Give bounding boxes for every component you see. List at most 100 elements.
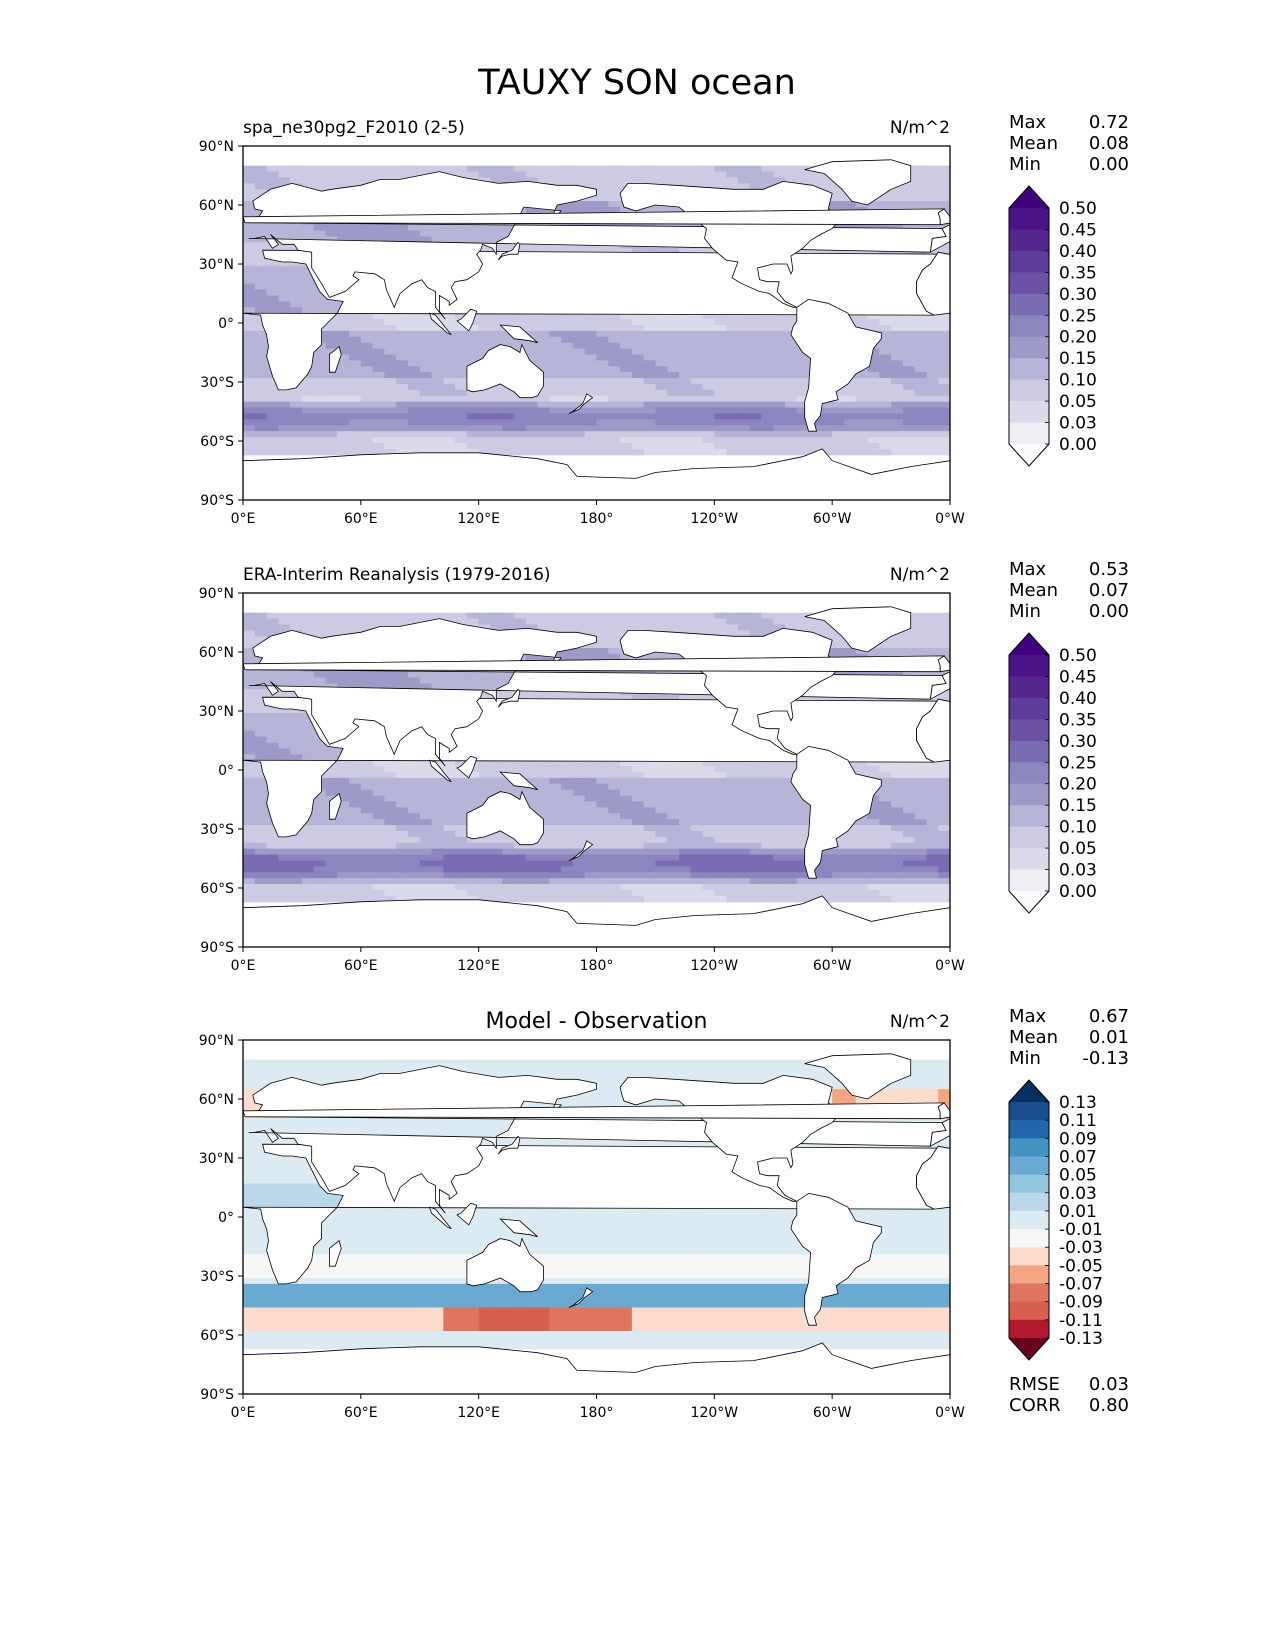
land-britain-wrap [937,655,950,673]
lon-tick-label: 60°W [813,958,852,974]
lon-tick-label: 60°E [344,958,378,974]
colorbar-bin [1009,869,1049,892]
colorbar-bin [1009,1265,1049,1285]
colorbar-tick-label: 0.15 [1059,796,1097,816]
stat-value: 0.07 [1089,580,1129,601]
panel-obs: ERA-Interim Reanalysis (1979-2016) N/m^2 9… [199,559,1129,974]
land-antarctica [243,1342,950,1394]
colorbar-tick-label: 0.00 [1059,882,1097,902]
colorbar-bin [1009,697,1049,720]
colorbar-tick-label: -0.09 [1059,1293,1103,1313]
colorbar-tick-label: 0.35 [1059,263,1097,283]
land-eurasia [246,618,947,767]
lat-tick-label: 30°N [199,704,234,720]
land-madagascar [329,792,342,820]
stat-value: 0.00 [1089,601,1129,622]
lon-tick-label: 60°W [813,1405,852,1421]
stat-label: RMSE [1009,1374,1060,1395]
colorbar-bin [1009,1283,1049,1303]
land-eurasia-wrap [929,224,950,253]
colorbar-tick-label: -0.03 [1059,1238,1103,1258]
lat-tick-label: 30°N [199,1151,234,1167]
land-australia [466,790,544,846]
colorbar-bin [1009,826,1049,849]
lon-tick-label: 0°E [231,1405,256,1421]
stat-value: -0.13 [1082,1048,1129,1069]
lon-tick-label: 180° [580,511,614,527]
land-new-guinea [499,1218,538,1238]
land-new-guinea [499,771,538,791]
colorbar-bin [1009,1174,1049,1194]
lat-tick-label: 60°S [200,881,234,897]
lon-tick-label: 120°W [691,511,739,527]
land-africa-wrap [916,251,950,316]
land-eurasia-wrap [929,671,950,700]
land-eurasia [246,171,947,320]
stat-label: Min [1009,1048,1041,1069]
lat-tick-label: 90°N [199,1033,234,1049]
land-south-america [790,1192,882,1326]
lon-tick-label: 0°W [935,1405,965,1421]
stat-label: Max [1009,1006,1047,1027]
map-area [243,1040,950,1394]
colorbar-tick-label: 0.50 [1059,646,1097,666]
lon-tick-label: 120°E [457,958,500,974]
colorbar-bin [1009,401,1049,424]
colorbar-bin [1009,783,1049,806]
lon-tick-label: 120°E [457,1405,500,1421]
colorbar-bin [1009,676,1049,699]
colorbar-extend-bottom [1009,1338,1049,1360]
colorbar-tick-label: 0.05 [1059,1166,1097,1186]
panel-units: N/m^2 [890,118,950,138]
stat-value: 0.67 [1089,1006,1129,1027]
colorbar-tick-label: -0.13 [1059,1329,1103,1349]
colorbar-tick-label: 0.30 [1059,285,1097,305]
stat-label: Mean [1009,580,1058,601]
lon-tick-label: 0°E [231,958,256,974]
lon-tick-label: 0°W [935,511,965,527]
colorbar-tick-label: -0.01 [1059,1220,1103,1240]
colorbar-bin [1009,272,1049,295]
colorbar-tick-label: 0.13 [1059,1093,1097,1113]
lat-tick-label: 30°S [200,822,234,838]
stat-value: 0.53 [1089,559,1129,580]
lon-tick-label: 180° [580,1405,614,1421]
colorbar-tick-label: 0.03 [1059,861,1097,881]
land-greenland [804,1053,912,1100]
lat-tick-label: 60°S [200,1328,234,1344]
map-area [243,593,950,947]
land-new-zealand [568,1287,594,1308]
colorbar-tick-label: 0.07 [1059,1147,1097,1167]
stat-label: Max [1009,559,1047,580]
colorbar-bin [1009,762,1049,785]
colorbar-tick-label: 0.05 [1059,392,1097,412]
colorbar-extend-bottom [1009,891,1049,913]
land-sumatra [428,759,452,783]
land-japan [497,1135,521,1155]
land-sumatra [428,1206,452,1230]
lat-tick-label: 90°S [200,493,234,509]
lon-tick-label: 120°E [457,511,500,527]
land-borneo [456,308,478,332]
colorbar-tick-label: 0.09 [1059,1129,1097,1149]
colorbar-bin [1009,1138,1049,1157]
lon-tick-label: 180° [580,958,614,974]
lat-tick-label: 30°N [199,257,234,273]
land-south-america [790,745,882,879]
lat-tick-label: 60°N [199,198,234,214]
stat-value: 0.72 [1089,112,1129,133]
colorbar-bin [1009,315,1049,338]
colorbar-tick-label: -0.05 [1059,1256,1103,1276]
land-japan [497,241,521,261]
colorbar-tick-label: 0.25 [1059,306,1097,326]
colorbar-bin [1009,293,1049,316]
colorbar-bin [1009,1102,1049,1121]
lon-tick-label: 60°E [344,511,378,527]
lon-tick-label: 0°W [935,958,965,974]
colorbar-tick-label: 0.50 [1059,199,1097,219]
panel-units: N/m^2 [890,565,950,585]
colorbar-bin [1009,208,1049,230]
land-africa-wrap [916,698,950,763]
colorbar-tick-label: 0.20 [1059,328,1097,348]
